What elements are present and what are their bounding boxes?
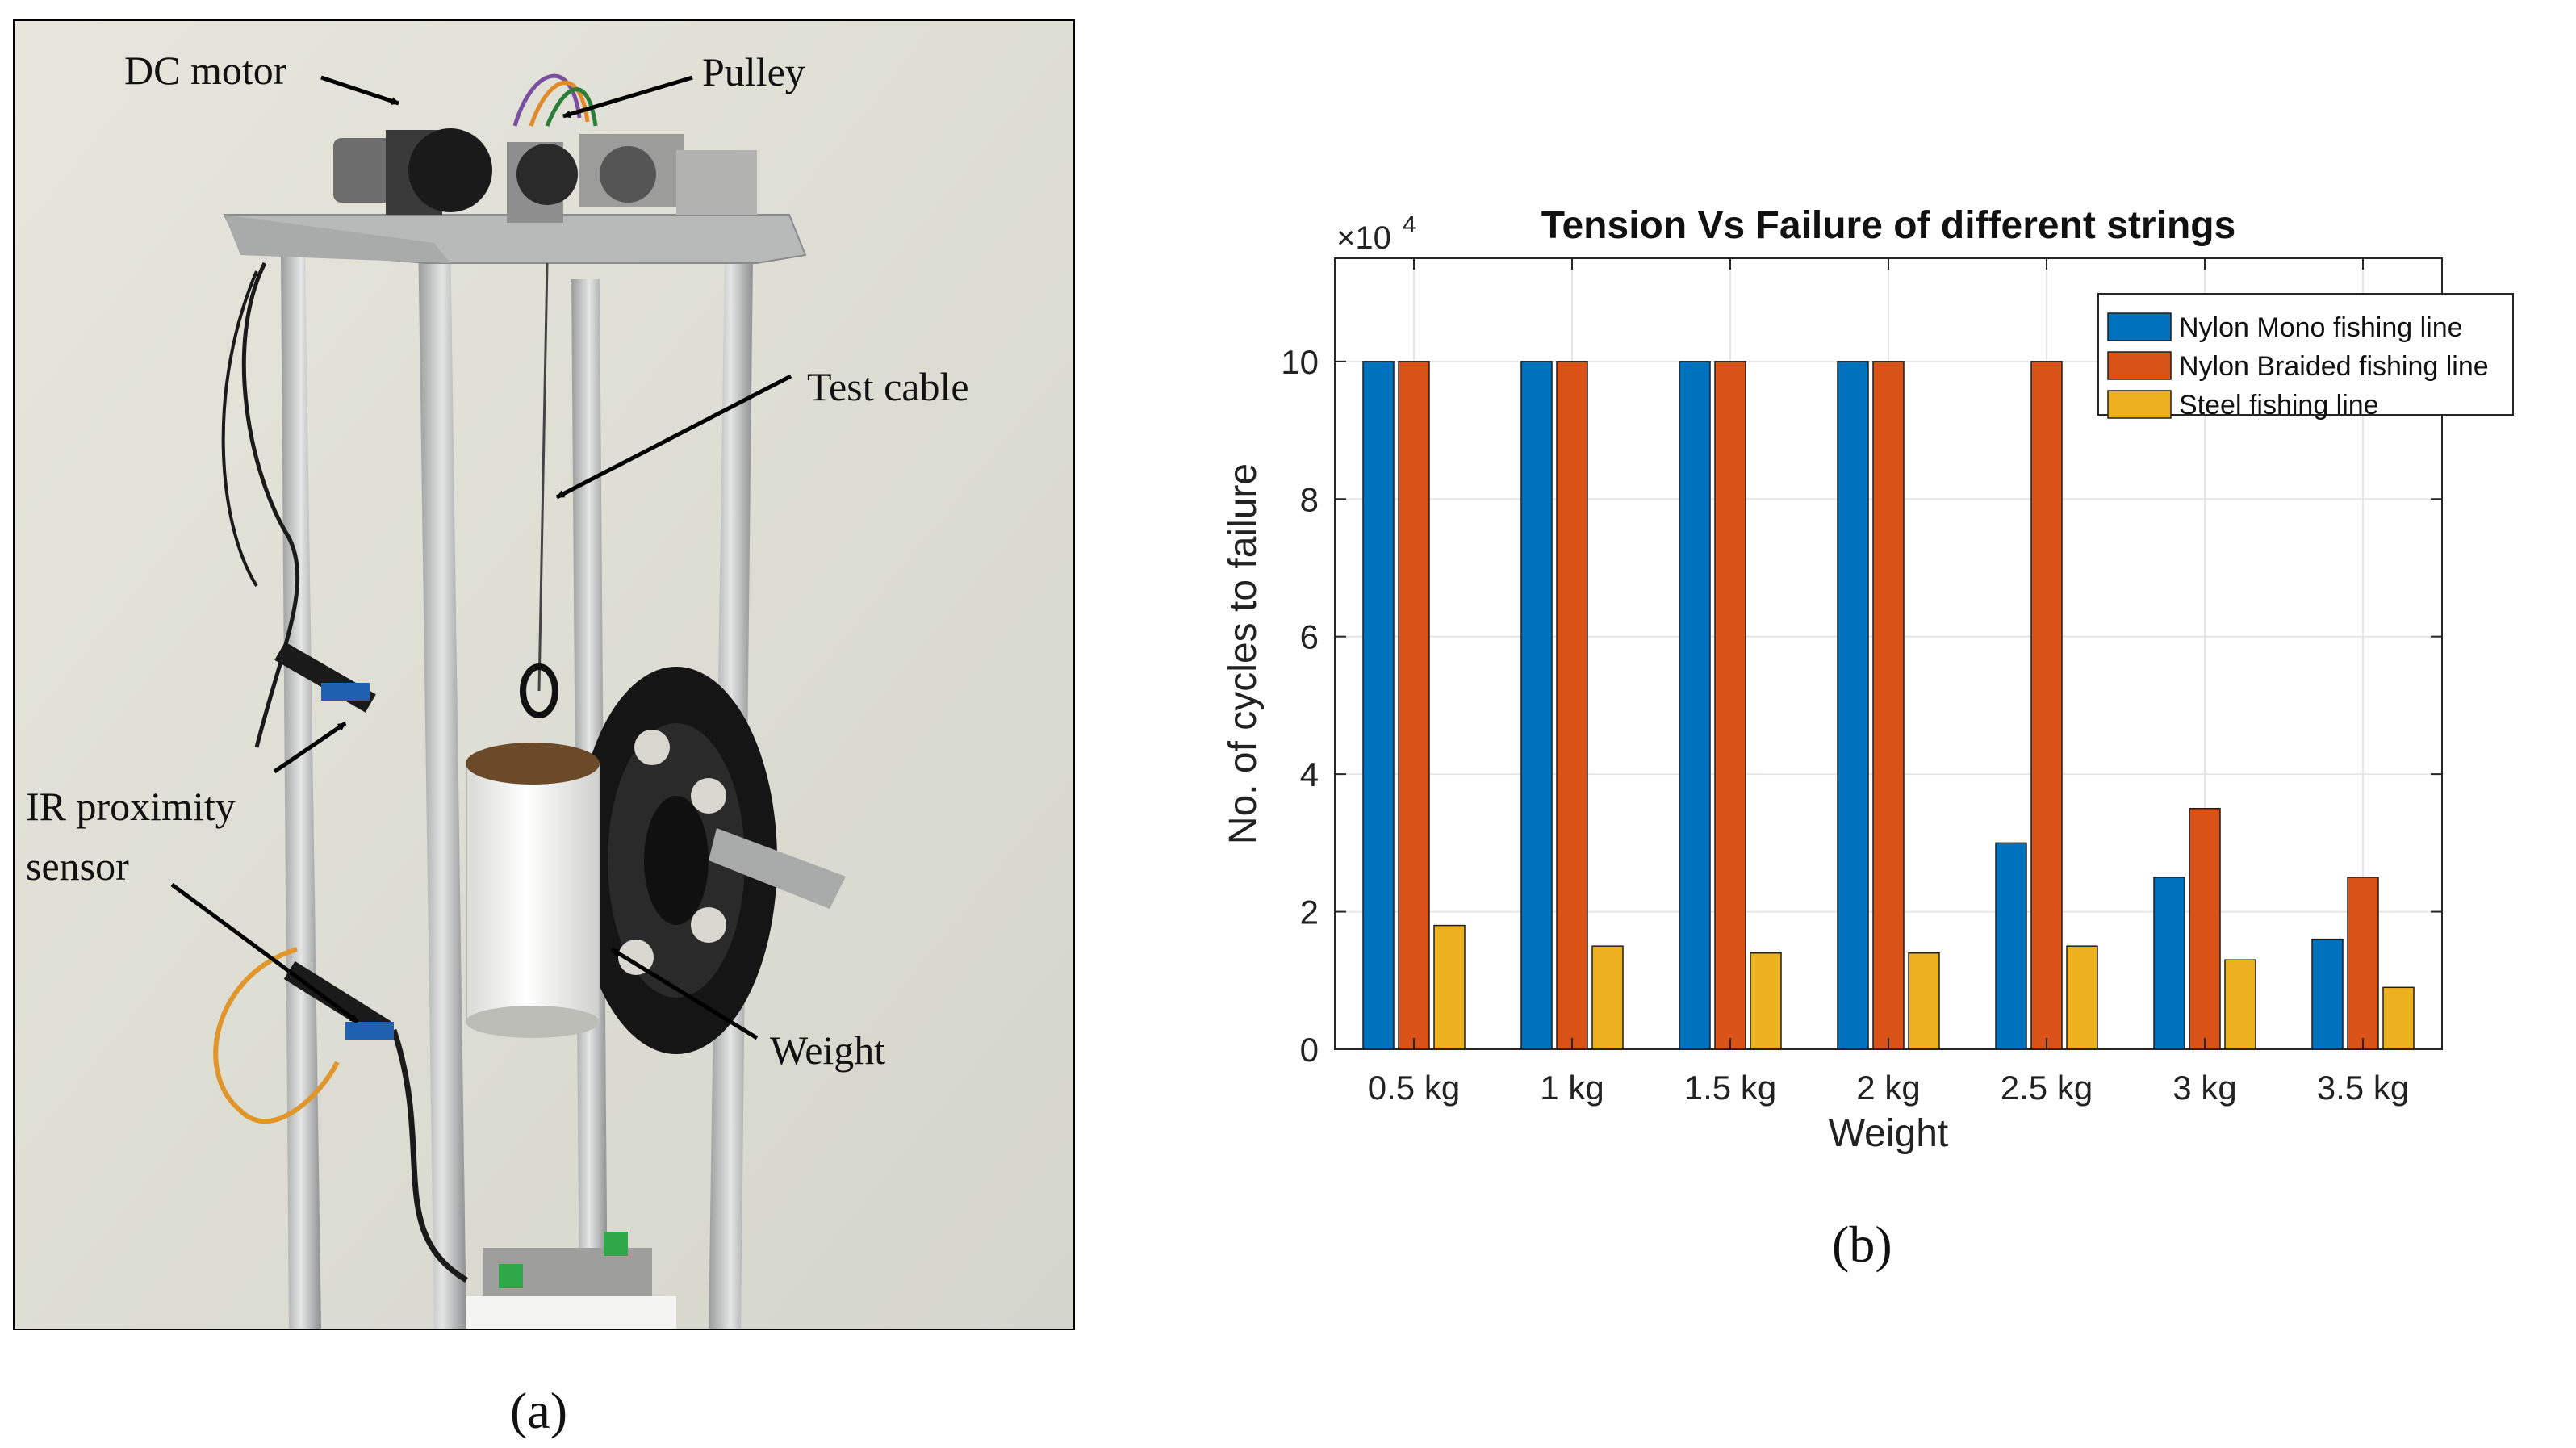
- bar-nylon-mono: [2153, 877, 2185, 1050]
- legend-swatch: [2107, 312, 2172, 341]
- x-tick-label: 1.5 kg: [1684, 1069, 1776, 1107]
- bar-nylon-braided: [1556, 361, 1588, 1050]
- bar-nylon-braided: [2189, 807, 2221, 1050]
- bar-steel: [1591, 945, 1624, 1050]
- x-tick-label: 0.5 kg: [1368, 1069, 1460, 1107]
- x-tick-label: 3 kg: [2172, 1069, 2236, 1107]
- legend-swatch: [2107, 390, 2172, 419]
- x-tick-label: 1 kg: [1540, 1069, 1604, 1107]
- legend-label: Steel fishing line: [2179, 390, 2379, 421]
- panel-a-label: (a): [510, 1382, 568, 1439]
- bar-nylon-braided: [1872, 361, 1905, 1050]
- motor-assembly: [333, 73, 757, 223]
- annotation-arrows: [170, 75, 792, 1040]
- label-ir-line2: sensor: [26, 843, 129, 889]
- bar-steel: [1750, 952, 1782, 1050]
- y-tick-label: 0: [1300, 1031, 1319, 1069]
- bar-nylon-mono: [1679, 361, 1711, 1050]
- label-dc-motor: DC motor: [124, 48, 287, 93]
- x-tick-label: 3.5 kg: [2317, 1069, 2409, 1107]
- x-axis-ticks: 0.5 kg 1 kg 1.5 kg 2 kg 2.5 kg 3 kg 3.5 kg: [1368, 258, 2409, 1107]
- bar-steel: [2224, 959, 2256, 1050]
- bar-steel: [1908, 952, 1940, 1050]
- y-tick-label: 6: [1300, 618, 1319, 656]
- legend-label: Nylon Mono fishing line: [2179, 312, 2463, 343]
- y-tick-label: 8: [1300, 480, 1319, 518]
- y-exponent-power: 4: [1403, 211, 1416, 238]
- y-axis-label: No. of cycles to failure: [1222, 463, 1265, 844]
- photo-panel: DC motor Pulley Test cable IR proximity …: [13, 19, 1075, 1330]
- label-test-cable: Test cable: [807, 364, 969, 409]
- ir-sensor-upper: [274, 642, 376, 713]
- controller-box: [466, 1232, 676, 1329]
- x-tick-label: 2.5 kg: [2001, 1069, 2093, 1107]
- weight-can: [466, 663, 600, 1038]
- y-tick-label: 2: [1300, 893, 1319, 931]
- bars: [1362, 361, 2415, 1050]
- y-exponent-base: ×10: [1336, 220, 1391, 256]
- bar-nylon-braided: [2347, 877, 2379, 1050]
- legend-items: Nylon Mono fishing line Nylon Braided fis…: [2107, 312, 2489, 421]
- bar-steel: [1433, 924, 1466, 1050]
- bar-nylon-mono: [1520, 361, 1553, 1050]
- y-tick-label: 10: [1281, 343, 1319, 381]
- legend-label: Nylon Braided fishing line: [2179, 351, 2489, 382]
- legend-swatch: [2107, 351, 2172, 380]
- x-tick-label: 2 kg: [1856, 1069, 1920, 1107]
- label-pulley: Pulley: [702, 49, 805, 94]
- ir-sensor-lower: [283, 960, 394, 1040]
- chart-title: Tension Vs Failure of different strings: [1541, 204, 2236, 247]
- bar-steel: [2382, 986, 2415, 1050]
- bar-nylon-mono: [1362, 361, 1395, 1050]
- y-tick-label: 4: [1300, 755, 1319, 793]
- bar-nylon-braided: [1714, 361, 1746, 1050]
- bar-nylon-braided: [1398, 361, 1430, 1050]
- x-axis-label: Weight: [1829, 1112, 1949, 1155]
- label-ir-line1: IR proximity: [26, 784, 236, 829]
- bar-nylon-mono: [2311, 938, 2344, 1050]
- legend: Nylon Mono fishing line Nylon Braided fis…: [2097, 293, 2514, 421]
- bar-nylon-mono: [1837, 361, 1869, 1050]
- bar-nylon-braided: [2030, 361, 2063, 1050]
- panel-b-label: (b): [1832, 1216, 1892, 1273]
- label-weight: Weight: [770, 1027, 886, 1073]
- test-rig-photo: [15, 21, 1073, 1329]
- bar-chart: 0 2 4 6 8 10 0.5 kg 1 kg 1.5 kg 2 kg 2.5 kg 3 kg 3.…: [1222, 204, 2514, 1155]
- bar-steel: [2066, 945, 2098, 1050]
- test-cable: [537, 262, 549, 692]
- bar-nylon-mono: [1995, 842, 2027, 1050]
